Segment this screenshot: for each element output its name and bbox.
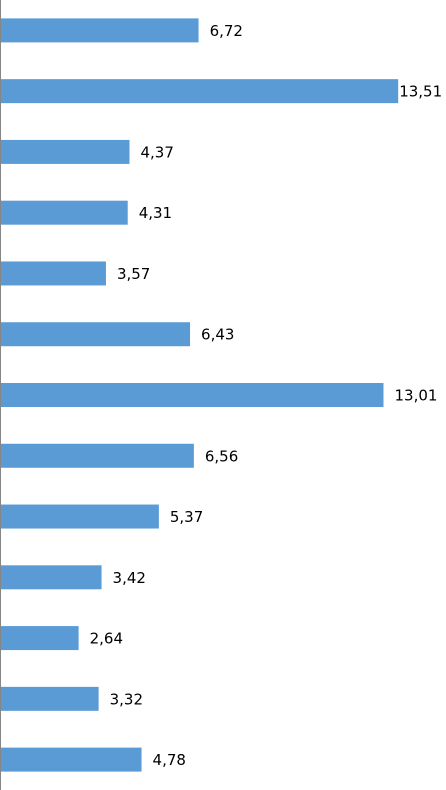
bar — [1, 18, 199, 43]
bar — [1, 443, 194, 468]
value-label: 3,32 — [110, 690, 143, 708]
value-label: 4,31 — [139, 204, 172, 222]
bar — [1, 686, 99, 711]
value-label: 2,64 — [90, 630, 123, 648]
bar — [1, 139, 130, 164]
bar — [1, 261, 106, 286]
value-label: 6,72 — [210, 22, 243, 40]
bar — [1, 565, 102, 590]
value-label: 4,78 — [153, 751, 186, 769]
bar — [1, 626, 79, 651]
value-label: 6,56 — [205, 447, 238, 465]
value-label: 3,42 — [113, 569, 146, 587]
value-label: 13,01 — [394, 387, 437, 405]
bar — [1, 383, 384, 407]
value-label: 3,57 — [117, 265, 150, 283]
bar — [1, 79, 399, 104]
value-label: 4,37 — [140, 143, 173, 161]
value-label: 5,37 — [170, 508, 203, 526]
value-label: 6,43 — [201, 326, 234, 344]
bar — [1, 747, 142, 772]
bar — [1, 504, 159, 529]
bar — [1, 200, 128, 225]
bar — [1, 322, 191, 347]
value-label: 13,51 — [399, 83, 442, 101]
